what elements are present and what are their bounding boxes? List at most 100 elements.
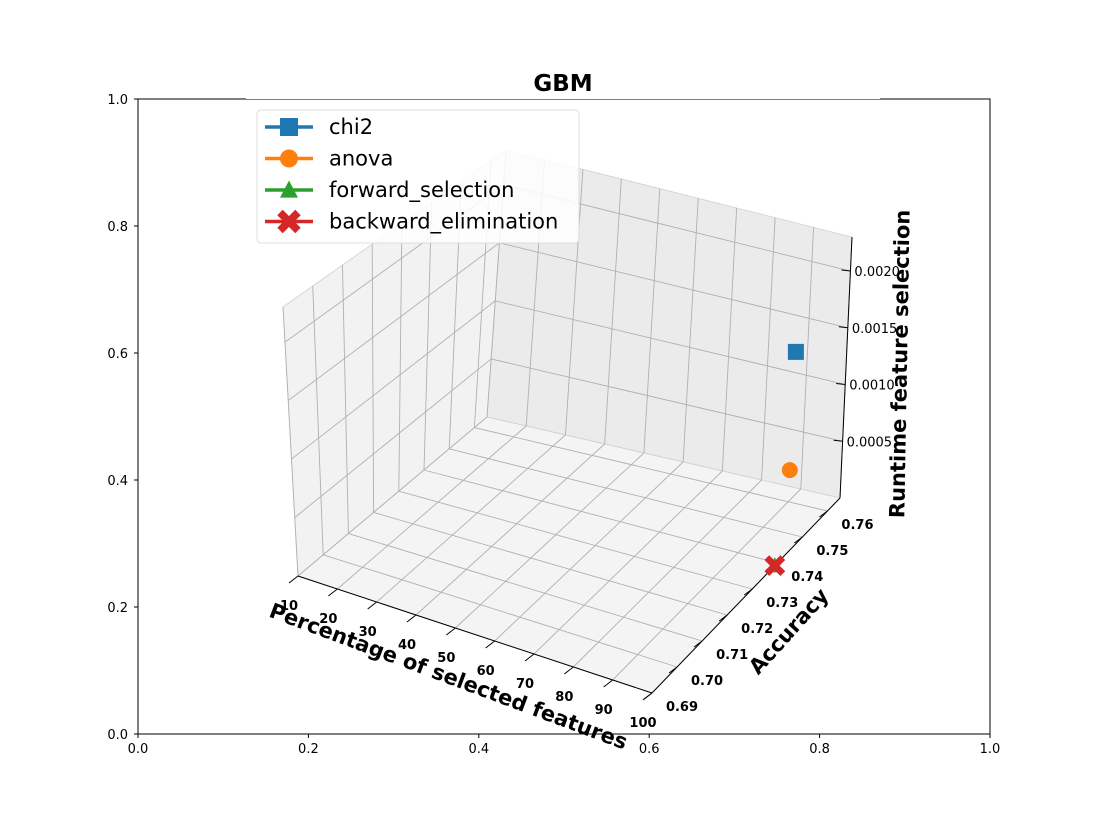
z-tick-label: 0.0015	[852, 322, 898, 337]
y-tick-label: 0.75	[816, 544, 848, 559]
title-background	[246, 82, 880, 99]
x-tick-label: 50	[437, 651, 455, 666]
z-tick	[836, 383, 846, 386]
back-gridline-z	[495, 300, 846, 385]
background-x-tick-label: 0.6	[639, 742, 660, 757]
legend: chi2 anova forward_selection backward_elimi…	[256, 109, 580, 244]
point-backward_elimination	[764, 555, 786, 577]
x-tick-label: 100	[629, 716, 656, 731]
x-tick	[603, 679, 613, 688]
floor-gridline-x	[415, 443, 605, 616]
y-axis-line	[651, 497, 841, 694]
background-y-tick-label: 0.0	[107, 728, 128, 743]
background-x-tick-label: 0.0	[128, 742, 149, 757]
background-y-tick-label: 1.0	[107, 93, 128, 108]
floor-gridline-x	[376, 434, 566, 603]
floor-gridline-x	[297, 416, 488, 577]
point-chi2	[787, 343, 804, 360]
left-gridline-y	[282, 306, 299, 577]
x-tick	[406, 614, 417, 623]
y-tick	[743, 588, 753, 596]
x-tick-label: 70	[516, 677, 534, 692]
legend-marker-backward_elimination	[277, 209, 301, 234]
y-tick	[643, 692, 653, 700]
y-tick	[819, 510, 828, 518]
floor-gridline-y	[474, 427, 828, 512]
floor-gridline-x	[573, 479, 762, 668]
x-tick	[446, 627, 456, 636]
x-tick-label: 20	[319, 612, 337, 627]
left-gridline-y	[312, 286, 324, 555]
left-gridline-y	[423, 202, 433, 471]
point-anova	[781, 462, 798, 479]
y-tick-label: 0.72	[741, 622, 773, 637]
floor-gridline-y	[449, 448, 803, 538]
left-gridline-z	[287, 242, 500, 401]
legend-label-anova: anova	[329, 147, 393, 171]
left-gridline-z	[291, 300, 496, 460]
back-gridline-x	[682, 198, 699, 463]
left-gridline-y	[398, 223, 403, 492]
back-gridline-z	[499, 242, 848, 329]
background-y-tick-label: 0.2	[107, 601, 128, 616]
x-tick	[485, 640, 495, 649]
3d-axis-ticks: 10 20 30 40 50 60 70 80 90 100 0.69 0.70 0.71 0.72 0.7…	[280, 236, 900, 731]
y-tick	[668, 666, 678, 674]
legend-label-chi2: chi2	[329, 115, 373, 139]
x-tick-label: 30	[359, 625, 377, 640]
y-tick	[718, 614, 728, 622]
background-x-tick-label: 0.4	[468, 742, 489, 757]
3d-panes	[282, 149, 853, 694]
chart-title: GBM	[533, 71, 592, 97]
x-tick-label: 60	[477, 664, 495, 679]
y-tick-label: 0.74	[791, 570, 823, 585]
floor-gridline-x	[533, 470, 723, 655]
y-tick-label: 0.73	[766, 596, 798, 611]
background-y-tick-label: 0.8	[107, 220, 128, 235]
y-tick-label: 0.71	[716, 648, 748, 663]
background-x-tick-label: 1.0	[980, 742, 1001, 757]
back-gridline-x	[564, 169, 584, 436]
background-x-tick-label: 0.8	[809, 742, 830, 757]
x-tick	[367, 601, 377, 610]
x-tick	[288, 575, 299, 584]
z-tick	[833, 439, 843, 442]
x-tick-label: 40	[398, 638, 416, 653]
z-tick	[841, 269, 851, 272]
x-axis-line	[297, 575, 653, 694]
x-tick	[524, 653, 535, 662]
y-tick	[693, 640, 703, 648]
left-gridline-y	[342, 265, 349, 534]
background-x-tick-label: 0.2	[298, 742, 319, 757]
legend-frame	[256, 109, 580, 244]
floor-gridline-x	[337, 425, 527, 590]
back-gridline-x	[643, 188, 661, 454]
data-points	[764, 343, 804, 577]
floor-gridline-y	[348, 533, 703, 642]
legend-label-forward_selection: forward_selection	[329, 178, 514, 203]
legend-marker-anova	[280, 149, 298, 168]
back-gridline-x	[761, 217, 776, 481]
z-tick-label: 0.0010	[849, 379, 895, 394]
x-tick	[564, 666, 574, 675]
floor-gridline-y	[323, 554, 678, 668]
floor-gridline-x	[494, 461, 684, 642]
legend-marker-chi2	[280, 118, 298, 136]
background-2d-axes: 0.0 0.2 0.4 0.6 0.8 1.0 0.0 0.2 0.4 0.6 0.8 1.0	[107, 93, 1000, 757]
floor-gridline-y	[373, 511, 728, 616]
left-gridline-z	[294, 358, 492, 518]
back-gridline-x	[800, 227, 815, 490]
background-y-tick-label: 0.4	[107, 474, 128, 489]
background-y-tick-label: 0.6	[107, 347, 128, 362]
z-axis-line	[839, 236, 853, 499]
floor-gridline-x	[455, 452, 645, 629]
legend-marker-forward_selection	[280, 180, 298, 198]
x-tick-label: 80	[555, 690, 573, 705]
y-tick	[794, 536, 803, 544]
z-tick-label: 0.0020	[854, 265, 900, 280]
z-axis-title: Runtime feature selection	[885, 209, 914, 518]
back-gridline-x	[604, 178, 622, 445]
z-tick	[838, 326, 848, 329]
legend-label-backward_elimination: backward_elimination	[329, 210, 558, 235]
